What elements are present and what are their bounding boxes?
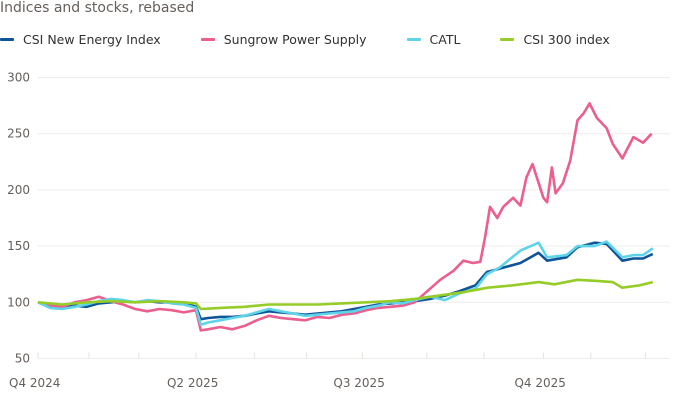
legend-item-csi-300: CSI 300 index: [500, 32, 610, 47]
y-tick-label: 200: [7, 183, 30, 197]
legend-label: Sungrow Power Supply: [223, 32, 367, 47]
legend-swatch: [200, 38, 215, 41]
x-tick-label: Q3 2025: [333, 376, 384, 390]
legend-swatch: [500, 38, 515, 41]
x-tick-label: Q2 2025: [167, 376, 218, 390]
legend-item-catl: CATL: [406, 32, 461, 47]
y-tick-label: 50: [15, 352, 30, 366]
y-tick-label: 300: [7, 71, 30, 85]
legend-item-sungrow: Sungrow Power Supply: [200, 32, 367, 47]
chart-title: Indices and stocks, rebased: [0, 0, 195, 16]
legend: CSI New Energy Index Sungrow Power Suppl…: [0, 32, 650, 47]
legend-label: CSI 300 index: [523, 32, 610, 47]
legend-swatch: [0, 38, 14, 41]
legend-swatch: [406, 38, 421, 41]
legend-label: CSI New Energy Index: [23, 32, 161, 47]
y-tick-label: 250: [7, 127, 30, 141]
series-line-csi-300-index: [37, 278, 654, 311]
legend-label: CATL: [429, 32, 461, 47]
y-tick-label: 150: [7, 239, 30, 253]
x-tick-label: Q4 2025: [514, 376, 565, 390]
x-tick-label: Q4 2024: [9, 376, 60, 390]
series-line-sungrow-power-supply: [37, 102, 653, 332]
legend-item-csi-new-energy: CSI New Energy Index: [0, 32, 161, 47]
y-tick-label: 100: [7, 295, 30, 309]
